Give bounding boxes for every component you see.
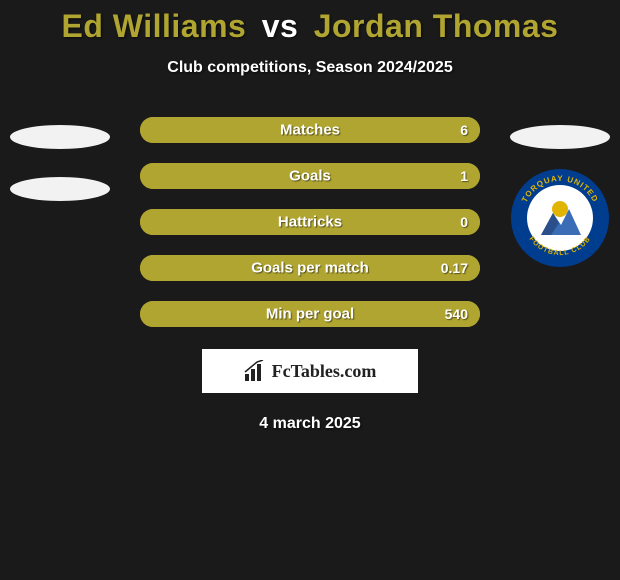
stat-label: Min per goal — [266, 306, 354, 323]
stat-label: Goals per match — [251, 260, 369, 277]
club-oval-icon — [10, 177, 110, 201]
stat-label: Hattricks — [278, 214, 342, 231]
club-oval-icon — [10, 125, 110, 149]
stat-row: Goals per match 0.17 — [140, 255, 480, 281]
stat-row: Hattricks 0 — [140, 209, 480, 235]
player1-name: Ed Williams — [62, 8, 247, 44]
left-club-column — [10, 125, 110, 201]
stat-row: Matches 6 — [140, 117, 480, 143]
player2-name: Jordan Thomas — [314, 8, 559, 44]
watermark-text: FcTables.com — [272, 361, 377, 382]
stat-value-right: 1 — [460, 168, 468, 184]
stats-container: Matches 6 Goals 1 Hattricks 0 Goals per match 0… — [140, 117, 480, 327]
right-club-column: TORQUAY UNITED FOOTBALL CLUB — [510, 125, 610, 267]
stat-value-right: 6 — [460, 122, 468, 138]
date-label: 4 march 2025 — [0, 415, 620, 433]
stat-value-right: 0.17 — [441, 260, 468, 276]
vs-separator: vs — [262, 8, 299, 44]
stat-row: Goals 1 — [140, 163, 480, 189]
bar-chart-icon — [244, 360, 266, 382]
club-oval-icon — [510, 125, 610, 149]
subtitle: Club competitions, Season 2024/2025 — [0, 59, 620, 77]
stat-label: Matches — [280, 122, 340, 139]
stat-value-right: 540 — [445, 306, 468, 322]
club-badge-icon: TORQUAY UNITED FOOTBALL CLUB — [511, 169, 609, 267]
page-title: Ed Williams vs Jordan Thomas — [0, 0, 620, 45]
stat-label: Goals — [289, 168, 331, 185]
club-badge-ring: TORQUAY UNITED FOOTBALL CLUB — [511, 169, 609, 267]
watermark: FcTables.com — [202, 349, 418, 393]
stat-value-right: 0 — [460, 214, 468, 230]
stat-row: Min per goal 540 — [140, 301, 480, 327]
